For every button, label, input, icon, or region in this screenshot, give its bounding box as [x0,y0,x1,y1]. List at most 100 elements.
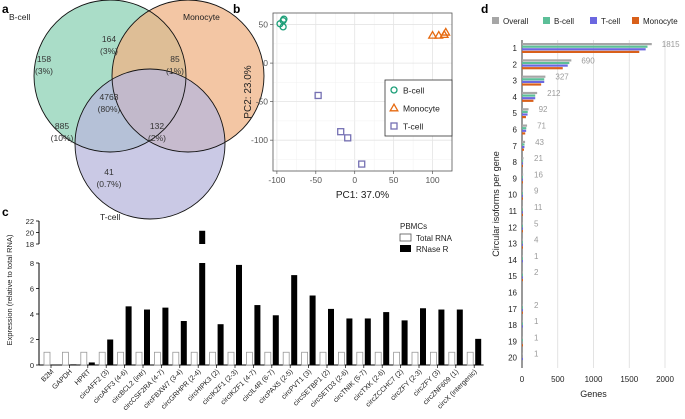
bar-rnase-r [107,339,114,365]
x-tick-label: 2000 [656,375,674,384]
value-label: 16 [534,170,543,179]
bar-monocyte [522,213,523,216]
x-tick-label: 0 [352,175,357,185]
bar-rnase-r [346,318,353,365]
value-label: 11 [534,203,543,212]
venn-region-count: 164 [102,34,116,44]
venn-outline-monocyte [111,0,265,153]
point-t-cell [344,134,352,142]
y-tick-label: 0 [30,361,34,370]
legend-swatch-b-cell [543,17,550,24]
point-b-cell [279,23,287,31]
expression-bar-chart: 0 2 4 6 8 18 20 22 Expression (relative to total… [5,217,484,412]
y-axis-label: PC2: 23.0% [243,65,254,118]
bar-rnase-r-upper [199,230,206,244]
value-label: 1 [534,252,539,261]
bar-overall [522,75,546,78]
bar-total-rna [135,351,143,366]
bar-t-cell [522,325,523,328]
legend-marker-t-cell [390,122,398,130]
bar-rnase-r [420,308,426,365]
y-axis-label: Circular isoforms per gene [491,151,501,257]
venn-region-pct: (0.7%) [96,179,121,189]
y-tick-label: 9 [513,174,518,183]
bar-rnase-r [144,309,150,365]
bar-overall [522,254,523,258]
y-tick-label: 20 [508,354,517,363]
venn-region-pct: (3%) [100,46,118,56]
bar-b-cell [522,339,523,342]
bar-overall [522,320,523,323]
value-label: 71 [537,122,546,131]
bar-monocyte [522,83,542,86]
point-t-cell [358,160,366,168]
legend-swatch-t-cell [590,17,597,24]
legend-label: Monocyte [403,104,440,114]
x-tick-label: 100 [425,175,439,185]
x-tick-label: -50 [310,175,323,185]
bar-monocyte [522,230,523,233]
bar-rnase-r [254,305,261,365]
y-tick-label: 11 [509,207,518,216]
bar-monocyte [522,116,526,119]
bar-t-cell [522,357,523,361]
y-tick-label: 14 [508,256,517,265]
legend-label: B-cell [403,86,424,96]
y-tick-label: 1 [513,44,518,53]
value-label: 1 [534,333,539,342]
bar-monocyte [522,279,523,282]
bar-overall [522,303,523,306]
y-tick-label: 6 [30,285,34,294]
bar-total-rna [393,351,401,366]
bar-t-cell [522,97,536,100]
bar-total-rna [319,351,327,366]
venn-region-pct: (3%) [35,66,53,76]
bar-overall [522,59,572,62]
bar-overall [522,352,523,355]
bar-t-cell [522,162,524,165]
y-tick-label: 20 [26,229,34,238]
bar-t-cell [522,276,523,279]
x-tick-label: 0 [520,375,525,384]
x-tick-label: B2M [40,368,55,383]
bar-t-cell [522,113,528,116]
y-tick-label: 18 [26,240,34,249]
value-label: 43 [535,138,544,147]
y-tick-label: 0 [263,58,268,68]
venn-set-label: B-cell [9,12,30,22]
y-tick-label: 4 [513,93,518,102]
x-tick-label: GAPDH [51,368,74,391]
panel-label-a: a [2,2,9,16]
legend-marker-monocyte [389,102,399,112]
bar-b-cell [522,110,528,113]
y-tick-label: 2 [513,60,518,69]
bar-b-cell [522,61,570,65]
bar-b-cell [522,241,523,244]
y-tick-label: -50 [256,97,269,107]
bar-total-rna [356,351,364,366]
venn-outline-t-cell [74,68,226,220]
legend-label: T-cell [601,17,620,26]
bar-monocyte [522,197,523,200]
bar-rnase-r [272,315,279,365]
bar-t-cell [522,48,646,51]
bar-rnase-r [291,275,298,365]
venn-circle-t-cell [75,69,225,219]
legend-swatch-rnase-r [400,245,411,252]
bar-rnase-r [199,263,206,365]
legend-label: Total RNA [416,234,453,243]
bar-rnase-r [309,295,316,365]
bar-rnase-r [456,309,463,365]
venn-region-pct: (1%) [166,66,184,76]
y-tick-label: 50 [259,20,269,30]
bar-t-cell [522,260,523,263]
bar-total-rna [153,351,161,366]
legend-swatch-overall [492,17,499,24]
bar-total-rna [43,351,51,366]
bar-total-rna [448,351,456,366]
bar-t-cell [522,80,545,83]
isoform-bar-chart: Overall B-cell T-cell Monocyte 0 500 1000 1500 2… [491,17,680,399]
bar-total-rna [282,351,290,366]
bar-monocyte [522,67,563,70]
